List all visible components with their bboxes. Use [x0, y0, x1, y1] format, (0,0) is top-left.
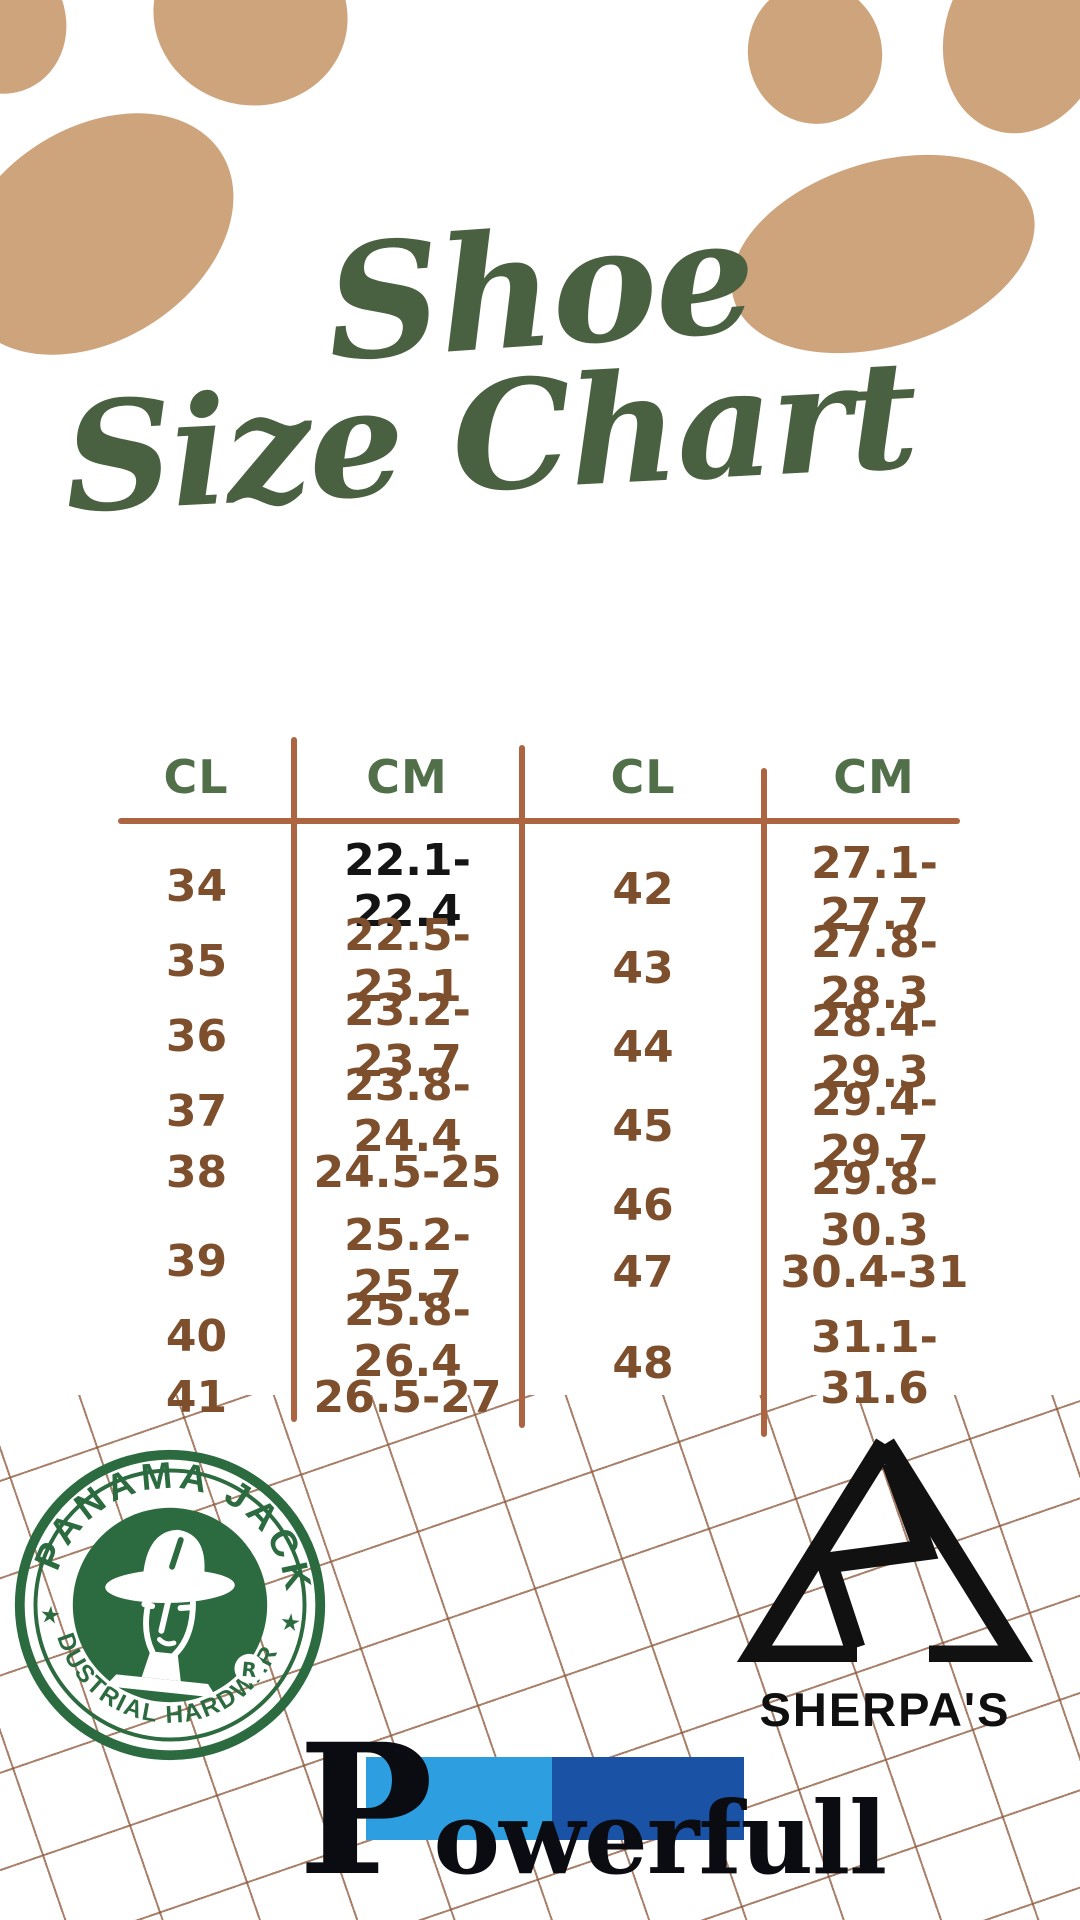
- cm-range-value: 27.1-27.7: [811, 838, 938, 940]
- column-header-cm: CM: [833, 750, 915, 804]
- cm-range-value: 28.4-29.3: [811, 996, 938, 1098]
- triangle-right-side: [876, 1438, 1034, 1662]
- cl-size-value: 40: [165, 1310, 228, 1362]
- cowboy-hat-face-illustration: [105, 1529, 235, 1698]
- table-row: 46 29.8-30.3: [522, 1154, 985, 1256]
- table-row: 36 23.2-23.7: [100, 985, 522, 1087]
- table-row: 39 25.2-25.7: [100, 1210, 522, 1312]
- cl-size-value: 43: [612, 942, 674, 994]
- sherpas-wordmark: SHERPA'S: [759, 1683, 1011, 1736]
- table-divider-line: [519, 745, 525, 1428]
- paw-toe-shape: [734, 0, 896, 137]
- cl-size-value: 36: [165, 1010, 228, 1062]
- column-header-cl: CL: [610, 750, 676, 804]
- powerfull-wordmark: Powerfull: [298, 1721, 887, 1901]
- table-divider-line: [291, 737, 297, 1422]
- cm-range-value: 29.8-30.3: [811, 1154, 938, 1256]
- cl-size-value: 39: [165, 1235, 228, 1287]
- cm-range-value: 30.4-31: [780, 1247, 969, 1298]
- table-divider-line: [761, 768, 767, 1437]
- paw-toe-shape: [134, 0, 367, 126]
- triangle-left-side: [736, 1438, 894, 1662]
- registered-mark-letter: R: [240, 1658, 257, 1682]
- powerfull-initial: P: [298, 1705, 434, 1916]
- cm-range-value: 22.1-22.4: [344, 835, 471, 937]
- cm-range-value: 25.2-25.7: [344, 1210, 471, 1312]
- cl-size-value: 42: [612, 863, 674, 915]
- table-row: 37 23.8-24.4: [100, 1060, 522, 1162]
- table-row: 34 22.1-22.4: [100, 835, 522, 937]
- table-row: 47 30.4-31: [522, 1233, 985, 1312]
- cl-size-value: 45: [612, 1100, 674, 1152]
- powerfull-darkblue-rect: [552, 1757, 744, 1840]
- cl-size-value: 48: [612, 1337, 674, 1389]
- table-header-rule: [118, 818, 960, 824]
- cl-size-value: 44: [612, 1021, 674, 1073]
- cm-range-value: 26.5-27: [313, 1372, 502, 1423]
- cm-range-value: 24.5-25: [313, 1147, 502, 1198]
- cl-size-value: 34: [165, 860, 228, 912]
- powerfull-lightblue-rect: [366, 1757, 552, 1840]
- cm-range-value: 22.5-23.1: [344, 910, 471, 1012]
- cl-size-value: 41: [165, 1372, 228, 1423]
- powerfull-rest: owerfull: [433, 1779, 887, 1897]
- cm-range-value: 29.4-29.7: [811, 1075, 938, 1177]
- star-icon: ★: [38, 1600, 62, 1630]
- triangle-s-glyph: [813, 1458, 939, 1652]
- paw-toe-shape: [0, 0, 91, 117]
- column-header-cl: CL: [163, 750, 229, 804]
- cm-range-value: 23.8-24.4: [344, 1060, 471, 1162]
- table-row: 38 24.5-25: [100, 1135, 522, 1210]
- table-row: 44 28.4-29.3: [522, 996, 985, 1098]
- table-row: 40 25.8-26.4: [100, 1285, 522, 1387]
- star-icon: ★: [278, 1607, 302, 1637]
- table-row: 48 31.1-31.6: [522, 1312, 985, 1414]
- cl-size-value: 46: [612, 1179, 674, 1231]
- table-row: 41 26.5-27: [100, 1360, 522, 1435]
- table-row: 43 27.8-28.3: [522, 917, 985, 1019]
- table-row: 35 22.5-23.1: [100, 910, 522, 1012]
- sherpas-triangle-logo: [736, 1438, 1034, 1662]
- size-table-right-columns: 42 27.1-27.7 43 27.8-28.3 44 28.4-29.3 45 29.4-…: [522, 838, 985, 1414]
- table-row: 45 29.4-29.7: [522, 1075, 985, 1177]
- size-table-left-columns: 34 22.1-22.4 35 22.5-23.1 36 23.2-23.7 37 23.8-…: [100, 835, 522, 1435]
- table-row: 42 27.1-27.7: [522, 838, 985, 940]
- stamp-outer-ring: [14, 1449, 326, 1761]
- cm-range-value: 31.1-31.6: [811, 1312, 938, 1414]
- cm-range-value: 23.2-23.7: [344, 985, 471, 1087]
- stamp-inner-ring: [33, 1468, 307, 1742]
- cm-range-value: 27.8-28.3: [811, 917, 938, 1019]
- column-header-cm: CM: [366, 750, 448, 804]
- cl-size-value: 47: [612, 1247, 674, 1298]
- panama-jack-stamp-logo: PANAMA JACK INDUSTRIAL HARDWARE ★ ★ R: [0, 1427, 333, 1761]
- registered-mark-circle: [234, 1653, 264, 1684]
- cm-range-value: 25.8-26.4: [344, 1285, 471, 1387]
- cl-size-value: 35: [165, 935, 228, 987]
- paw-toe-shape: [918, 0, 1080, 155]
- cl-size-value: 37: [165, 1085, 228, 1137]
- cl-size-value: 38: [165, 1147, 228, 1198]
